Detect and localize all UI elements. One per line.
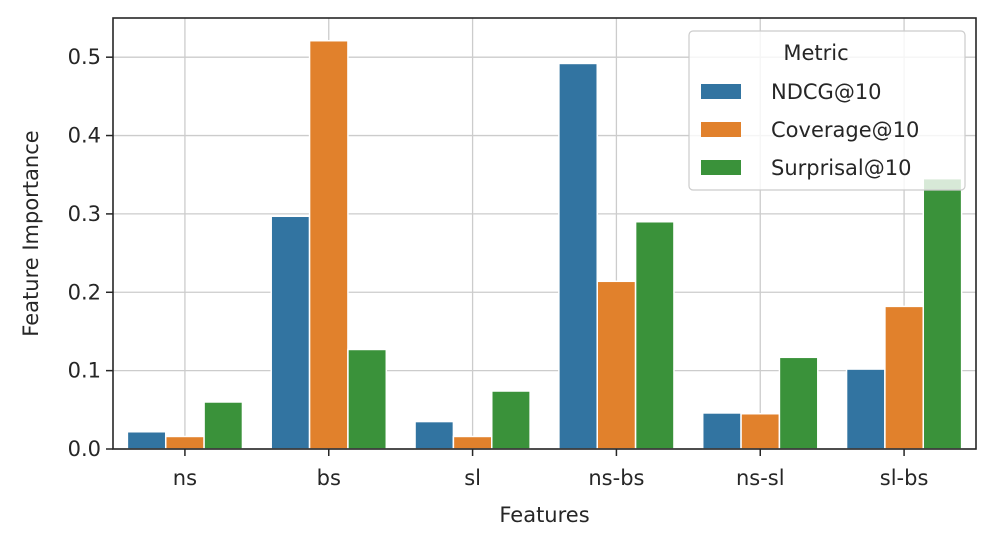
legend-label: Coverage@10 (771, 118, 919, 142)
y-axis-title: Feature Importance (19, 130, 43, 336)
x-tick-label: ns-bs (588, 466, 644, 490)
axis-ticks: 0.0 0.1 0.2 0.3 0.4 0.5 ns bs sl ns-bs ns-sl sl-bs (68, 45, 929, 490)
y-tick-label: 0.0 (68, 437, 101, 461)
y-tick-label: 0.1 (68, 359, 101, 383)
bar-ndcg-10-sl (414, 420, 455, 450)
bar-coverage-10-ns-sl (740, 412, 781, 450)
y-tick-label: 0.5 (68, 45, 101, 69)
bar-ndcg-10-bs (270, 215, 311, 450)
x-tick-label: ns (173, 466, 197, 490)
bar-surprisal-10-bs (347, 348, 388, 450)
x-tick-label: sl-bs (880, 466, 929, 490)
bar-surprisal-10-sl (491, 390, 531, 450)
bar-coverage-10-bs (308, 39, 349, 450)
bar-coverage-10-sl (452, 435, 493, 450)
y-tick-label: 0.2 (68, 280, 101, 304)
bar-surprisal-10-ns (203, 401, 244, 450)
legend-label: NDCG@10 (771, 80, 882, 104)
bar-surprisal-10-ns-sl (778, 356, 819, 450)
bar-coverage-10-ns-bs (596, 280, 637, 450)
legend-label: Surprisal@10 (771, 156, 911, 180)
legend: Metric NDCG@10 Coverage@10 Surprisal@10 (688, 30, 966, 191)
plot-frame (112, 17, 977, 450)
bar-ndcg-10-ns (126, 431, 167, 450)
bar-surprisal-10-ns-bs (634, 220, 675, 450)
bar-surprisal-10-sl-bs (922, 177, 963, 450)
bar-ndcg-10-sl-bs (845, 368, 886, 450)
bars (126, 39, 963, 450)
legend-swatch (701, 84, 741, 99)
x-axis-title: Features (499, 503, 589, 527)
x-tick-label: bs (317, 466, 341, 490)
bar-ndcg-10-ns-bs (558, 62, 598, 450)
x-tick-label: ns-sl (736, 466, 785, 490)
x-tick-label: sl (464, 466, 481, 490)
legend-box (688, 30, 966, 191)
bar-ndcg-10-ns-sl (701, 412, 742, 450)
legend-swatch (701, 160, 741, 175)
legend-title: Metric (783, 41, 848, 65)
bar-coverage-10-sl-bs (884, 305, 925, 450)
legend-swatch (701, 122, 741, 137)
bar-coverage-10-ns (164, 435, 205, 450)
y-tick-label: 0.3 (68, 202, 101, 226)
y-tick-label: 0.4 (68, 124, 101, 148)
